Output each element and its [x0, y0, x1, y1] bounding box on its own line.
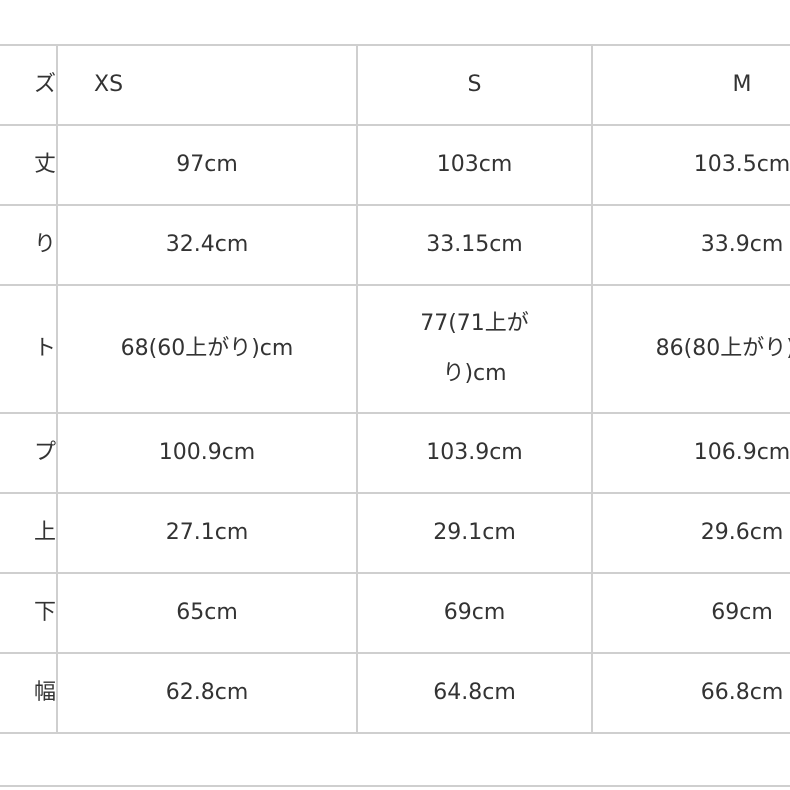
table-cell: 97cm [56, 124, 358, 206]
table-cell: 65cm [56, 572, 358, 654]
table-cell: 103.5cm [591, 124, 790, 206]
table-row: り 32.4cm 33.15cm 33.9cm [0, 204, 790, 286]
table-cell: 69cm [591, 572, 790, 654]
size-table: ズ XS S M 丈 97cm 103cm 103.5cm り 32.4cm 33.15cm… [0, 44, 790, 734]
table-row: プ 100.9cm 103.9cm 106.9cm [0, 412, 790, 494]
table-cell: 66.8cm [591, 652, 790, 734]
table-cell: 106.9cm [591, 412, 790, 494]
size-table-container: ズ XS S M 丈 97cm 103cm 103.5cm り 32.4cm 33.15cm… [0, 44, 790, 734]
header-row: ズ XS S M [0, 44, 790, 126]
table-row: 下 65cm 69cm 69cm [0, 572, 790, 654]
cell-text: 77(71上がり)cm [420, 311, 529, 386]
table-cell: 77(71上がり)cm [356, 284, 593, 414]
table-cell: 103.9cm [356, 412, 593, 494]
table-cell: 62.8cm [56, 652, 358, 734]
row-label: 幅 [0, 652, 58, 734]
table-cell: 33.9cm [591, 204, 790, 286]
row-label: ズ [0, 44, 58, 126]
table-cell: 29.6cm [591, 492, 790, 574]
row-label: ト [0, 284, 58, 414]
table-cell: 69cm [356, 572, 593, 654]
row-label: 上 [0, 492, 58, 574]
table-cell: 100.9cm [56, 412, 358, 494]
table-row: ト68(60上がり)cm 77(71上がり)cm 86(80上がり)cm [0, 284, 790, 414]
row-label: り [0, 204, 58, 286]
table-cell: 64.8cm [356, 652, 593, 734]
bottom-divider [0, 785, 790, 787]
table-cell: 68(60上がり)cm [56, 284, 358, 414]
row-label: 丈 [0, 124, 58, 206]
table-cell: 29.1cm [356, 492, 593, 574]
table-cell: 33.15cm [356, 204, 593, 286]
table-cell: 27.1cm [56, 492, 358, 574]
table-cell: 103cm [356, 124, 593, 206]
size-header-xs: XS [56, 44, 358, 126]
row-label: 下 [0, 572, 58, 654]
size-header-s: S [356, 44, 593, 126]
table-row: 上 27.1cm 29.1cm 29.6cm [0, 492, 790, 574]
size-header-m: M [591, 44, 790, 126]
table-cell: 32.4cm [56, 204, 358, 286]
table-row: 幅 62.8cm 64.8cm 66.8cm [0, 652, 790, 734]
table-row: 丈 97cm 103cm 103.5cm [0, 124, 790, 206]
row-label: プ [0, 412, 58, 494]
table-cell: 86(80上がり)cm [591, 284, 790, 414]
